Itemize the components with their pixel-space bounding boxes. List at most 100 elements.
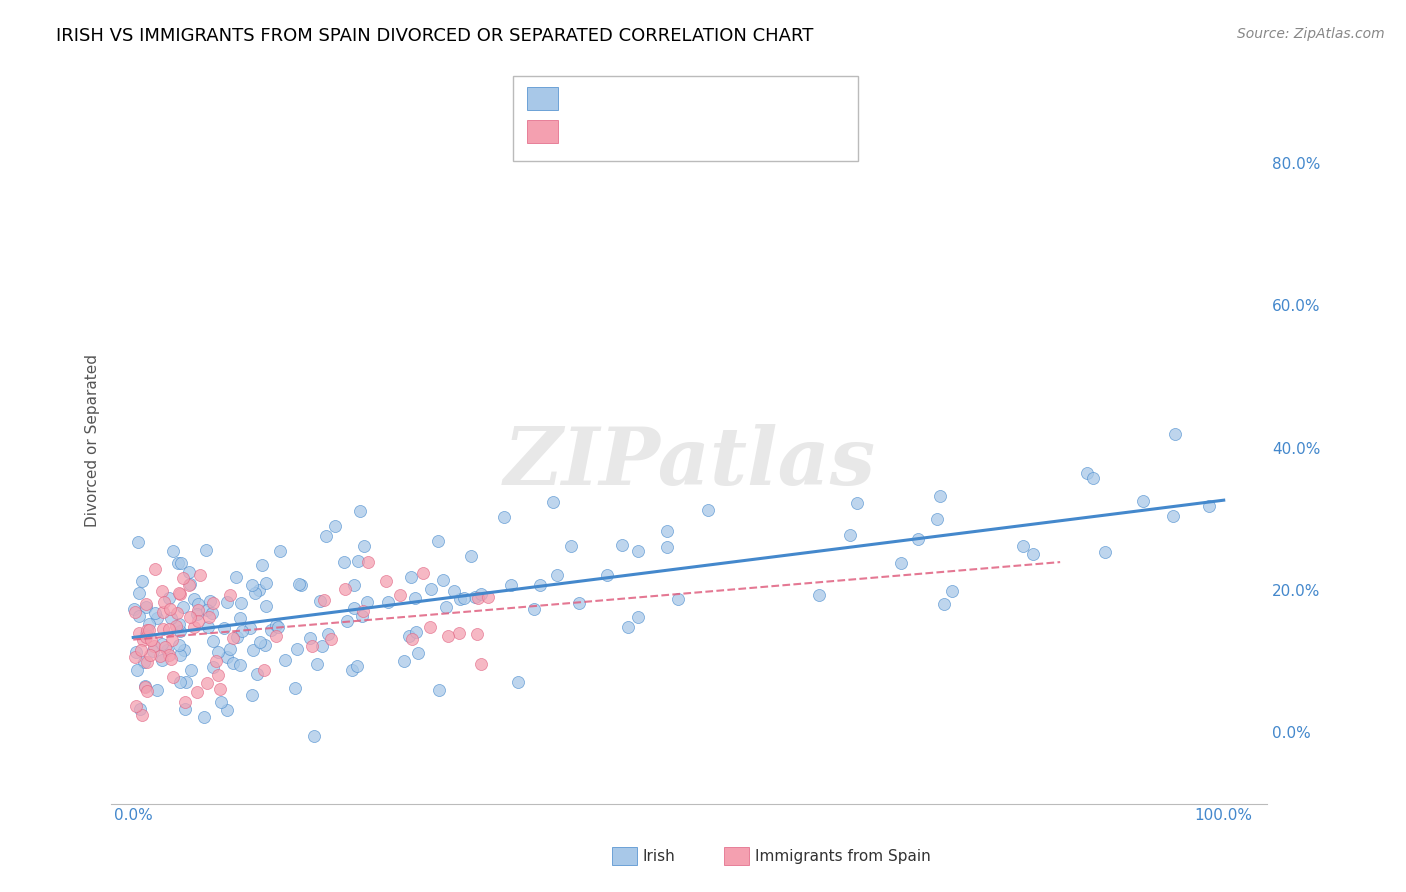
Point bbox=[162, 544, 184, 558]
Point bbox=[284, 681, 307, 695]
Point bbox=[128, 626, 150, 640]
Point bbox=[240, 689, 263, 703]
Point bbox=[180, 663, 202, 677]
Point bbox=[250, 558, 273, 572]
Point bbox=[343, 600, 366, 615]
Point bbox=[1012, 539, 1035, 553]
Point bbox=[131, 632, 153, 647]
Text: Irish: Irish bbox=[643, 849, 675, 863]
Point bbox=[392, 655, 415, 669]
Point bbox=[159, 591, 181, 605]
Text: R =: R = bbox=[567, 123, 603, 141]
Point bbox=[124, 649, 146, 664]
Point bbox=[264, 629, 287, 643]
Point bbox=[179, 610, 201, 624]
Point bbox=[143, 562, 166, 576]
Point bbox=[149, 648, 172, 663]
Point bbox=[159, 602, 181, 616]
Point bbox=[399, 570, 422, 584]
Point bbox=[267, 620, 290, 634]
Point bbox=[242, 577, 264, 591]
Point bbox=[357, 556, 380, 570]
Text: IRISH VS IMMIGRANTS FROM SPAIN DIVORCED OR SEPARATED CORRELATION CHART: IRISH VS IMMIGRANTS FROM SPAIN DIVORCED … bbox=[56, 27, 814, 45]
Point bbox=[541, 495, 564, 509]
Point bbox=[187, 597, 209, 611]
Point bbox=[253, 638, 276, 652]
Point bbox=[150, 637, 173, 651]
Point bbox=[494, 509, 516, 524]
Point bbox=[290, 578, 312, 592]
Point bbox=[146, 611, 169, 625]
Text: Immigrants from Spain: Immigrants from Spain bbox=[755, 849, 931, 863]
Point bbox=[1022, 547, 1045, 561]
Point bbox=[419, 582, 441, 596]
Point bbox=[529, 578, 551, 592]
Point bbox=[125, 698, 148, 713]
Point bbox=[139, 632, 162, 647]
Point bbox=[201, 660, 224, 674]
Point bbox=[260, 623, 283, 637]
Point bbox=[247, 583, 270, 598]
Point bbox=[264, 618, 287, 632]
Point bbox=[229, 610, 252, 624]
Point bbox=[135, 627, 157, 641]
Point bbox=[221, 631, 243, 645]
Point bbox=[352, 609, 374, 624]
Point bbox=[134, 679, 156, 693]
Point bbox=[157, 648, 180, 662]
Point bbox=[460, 549, 482, 564]
Point bbox=[285, 642, 308, 657]
Point bbox=[135, 599, 157, 614]
Point bbox=[406, 647, 429, 661]
Point bbox=[311, 639, 333, 653]
Point bbox=[202, 596, 225, 610]
Point bbox=[612, 538, 634, 552]
Point bbox=[128, 702, 150, 716]
Point bbox=[336, 614, 359, 628]
Point bbox=[346, 659, 368, 673]
Point bbox=[187, 614, 209, 628]
Point bbox=[160, 610, 183, 624]
Point bbox=[333, 555, 356, 569]
Point bbox=[186, 685, 208, 699]
Point bbox=[349, 504, 371, 518]
Text: 70: 70 bbox=[713, 123, 735, 141]
Point bbox=[323, 519, 346, 533]
Point bbox=[153, 595, 176, 609]
Point bbox=[217, 649, 239, 664]
Point bbox=[169, 624, 191, 638]
Point bbox=[172, 599, 194, 614]
Point bbox=[186, 607, 208, 621]
Text: 0.611: 0.611 bbox=[609, 89, 661, 107]
Point bbox=[254, 576, 277, 591]
Point bbox=[134, 681, 156, 695]
Point bbox=[128, 586, 150, 600]
Point bbox=[453, 591, 475, 606]
Point bbox=[666, 592, 689, 607]
Point bbox=[941, 584, 963, 599]
Point bbox=[217, 703, 239, 717]
Point bbox=[195, 603, 218, 617]
Point bbox=[432, 573, 454, 587]
Point bbox=[269, 544, 291, 558]
Point bbox=[929, 489, 952, 503]
Point bbox=[177, 565, 200, 579]
Point bbox=[157, 623, 180, 637]
Point bbox=[499, 578, 522, 592]
Point bbox=[697, 503, 720, 517]
Point bbox=[1161, 508, 1184, 523]
Point bbox=[122, 601, 145, 615]
Point bbox=[193, 709, 215, 723]
Point bbox=[167, 617, 190, 632]
Point bbox=[352, 604, 374, 618]
Point bbox=[218, 642, 240, 657]
Point bbox=[627, 610, 650, 624]
Point bbox=[596, 567, 619, 582]
Point bbox=[298, 631, 321, 645]
Text: ZIPatlas: ZIPatlas bbox=[503, 424, 876, 501]
Point bbox=[146, 683, 169, 698]
Point bbox=[183, 619, 205, 633]
Point bbox=[657, 524, 679, 539]
Point bbox=[1081, 471, 1104, 485]
Point bbox=[124, 605, 146, 619]
